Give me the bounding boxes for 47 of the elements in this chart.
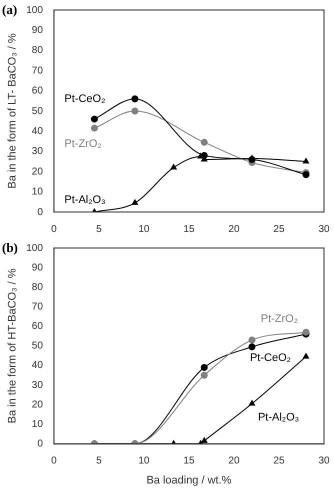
y-axis-title: Ba in the form of HT-BaCO₃ / % [6,268,19,424]
x-tick-label: 25 [273,224,285,235]
y-tick-label: 40 [32,126,44,137]
y-tick-label: 90 [32,24,44,36]
y-tick-label: 40 [32,360,44,372]
chart-title: (b) [2,240,18,255]
x-tick-label: 20 [228,224,240,235]
x-tick-label: 15 [183,224,195,235]
x-tick-label: 30 [318,456,330,467]
series-label: Pt-CeO₂ [64,93,106,106]
y-tick-label: 10 [32,186,44,198]
chart-title: (a) [2,2,18,17]
series-label: Pt-ZrO₂ [260,313,298,326]
y-tick-label: 80 [32,45,44,56]
x-tick-label: 5 [96,456,102,467]
y-tick-label: 30 [32,380,44,391]
y-tick-label: 60 [32,321,44,332]
series-label: Pt-Al₂O₃ [64,194,106,206]
y-tick-label: 20 [32,399,44,410]
x-tick-label: 10 [138,456,150,467]
y-tick-label: 70 [32,65,44,76]
y-tick-label: 60 [32,86,44,97]
y-tick-label: 100 [26,4,44,16]
y-tick-label: 30 [32,146,44,158]
y-tick-label: 80 [32,282,44,293]
y-tick-label: 100 [26,242,44,254]
y-tick-label: 50 [32,340,44,352]
x-tick-label: 20 [228,456,240,467]
y-tick-label: 70 [32,301,44,312]
y-tick-label: 10 [32,418,44,430]
y-tick-label: 90 [32,262,44,274]
x-axis-title: Ba loading / wt.% [146,474,232,486]
series-label: Pt-ZrO₂ [64,138,102,150]
y-tick-label: 0 [37,206,44,218]
x-tick-label: 5 [96,224,102,235]
x-tick-label: 30 [318,224,330,235]
y-tick-label: 20 [32,166,44,178]
x-tick-label: 0 [51,224,58,235]
x-tick-label: 10 [138,224,150,235]
series-label: Pt-Al₂O₃ [258,412,300,424]
x-tick-label: 0 [51,456,58,467]
y-tick-label: 50 [32,106,44,117]
x-tick-label: 15 [183,456,195,467]
series-label: Pt-CeO₂ [250,352,291,364]
x-tick-label: 25 [273,456,285,467]
y-axis-title: Ba in the form of LT- BaCO₃ / % [6,33,19,189]
y-tick-label: 0 [37,438,44,450]
